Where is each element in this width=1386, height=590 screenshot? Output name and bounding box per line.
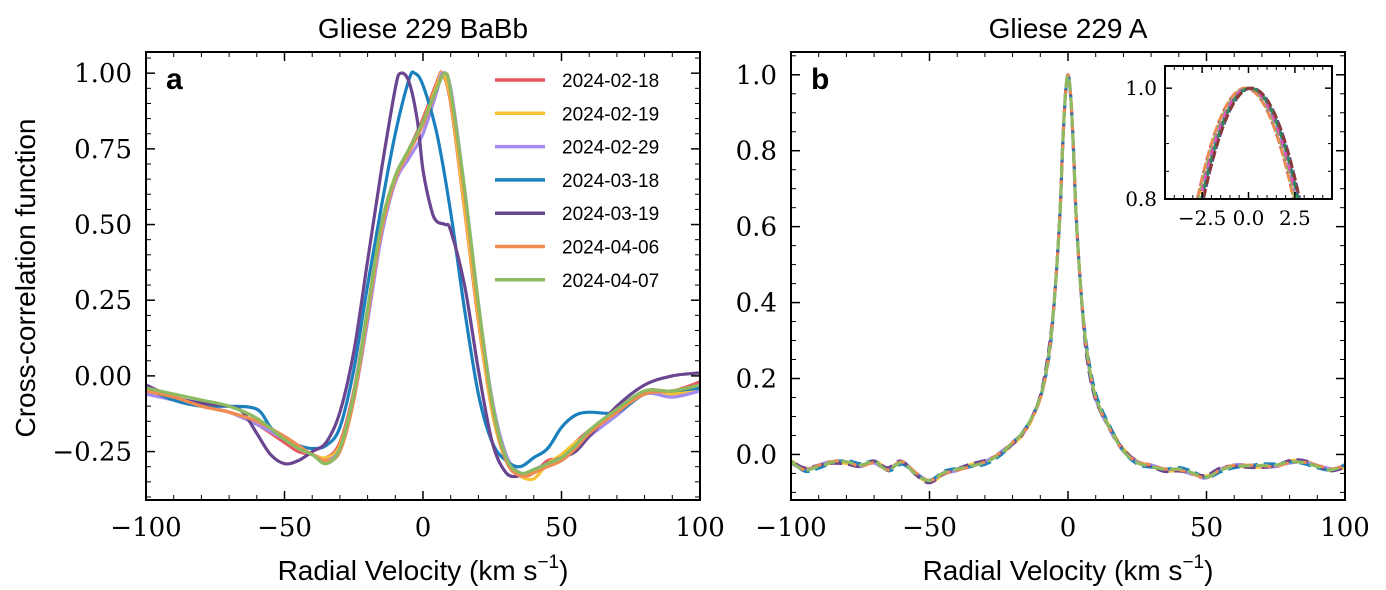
inset-lines	[1196, 86, 1301, 199]
inset-ticks: −2.5 0.0 2.5 0.8 1.0	[1125, 66, 1333, 230]
panel-b-series-line	[791, 73, 1345, 483]
panel-a-ytick-label: 0.75	[74, 135, 132, 165]
panel-a-legend: 2024-02-18 2024-02-19 2024-02-29 2024-03-18…	[495, 71, 659, 292]
panel-a-ytick-label: 1.00	[74, 59, 132, 89]
panel-a-xtick-label: 50	[545, 513, 578, 543]
panel-b-ytick-label: 0.8	[736, 137, 777, 167]
legend-label-2024-04-06: 2024-04-06	[562, 238, 659, 259]
legend-label-2024-02-29: 2024-02-29	[562, 138, 659, 159]
panel-a-xlabel: Radial Velocity (km s−1)	[278, 552, 569, 586]
legend-label-2024-02-18: 2024-02-18	[562, 71, 659, 92]
panel-a-title: Gliese 229 BaBb	[318, 13, 528, 44]
panel-a-frame	[145, 51, 701, 501]
legend-label-2024-03-18: 2024-03-18	[562, 171, 659, 192]
legend-label-2024-04-07: 2024-04-07	[562, 271, 659, 292]
panel-b-lines	[791, 73, 1345, 485]
panel-a-xlabel-close: )	[559, 555, 568, 586]
inset-series-line	[1197, 86, 1297, 199]
inset-xtick-label: 0.0	[1233, 206, 1265, 230]
panel-b-label: b	[811, 63, 829, 96]
panel-b-xlabel-sup: −1	[1182, 552, 1204, 573]
panel-a-xtick-label: −50	[257, 513, 312, 543]
panel-a-ylabel: Cross-correlation function	[10, 118, 41, 437]
panel-a-xtick-label: −100	[110, 513, 181, 543]
panel-b-xlabel-close: )	[1204, 555, 1213, 586]
panel-a-ytick-label: 0.00	[74, 362, 132, 392]
panel-b-ytick-label: 1.0	[736, 61, 777, 91]
panel-b-xtick-label: 100	[1320, 513, 1370, 543]
inset-series-line	[1201, 86, 1301, 199]
inset-ytick-label: 1.0	[1125, 76, 1157, 100]
panel-a-label: a	[166, 63, 183, 96]
panel-a-ytick-label: −0.25	[52, 438, 132, 468]
panel-a-xtick-label: 100	[675, 513, 725, 543]
panel-a-chart: Gliese 229 BaBb Cross-correlation functi…	[10, 13, 725, 586]
panel-a-ytick-label: 0.50	[74, 211, 132, 241]
inset-background	[1165, 66, 1332, 199]
panel-a-ticks: −100 −50 0 50 100 −0.25 0.00 0.25 0.50 0.75 1.00	[52, 52, 725, 543]
panel-a-xlabel-main: Radial Velocity (km s	[278, 555, 538, 586]
panel-b-inset: −2.5 0.0 2.5 0.8 1.0	[1125, 65, 1333, 230]
panel-a-xtick-label: 0	[415, 513, 432, 543]
inset-frame	[1164, 65, 1333, 200]
panel-b-ytick-label: 0.2	[736, 365, 777, 395]
inset-xtick-label: 2.5	[1279, 206, 1311, 230]
panel-b-ytick-label: 0.6	[736, 213, 777, 243]
panel-b-frame	[790, 51, 1346, 501]
panel-a-ytick-label: 0.25	[74, 286, 132, 316]
panel-a-xlabel-sup: −1	[537, 552, 559, 573]
panel-b-xtick-label: −50	[902, 513, 957, 543]
legend-label-2024-03-19: 2024-03-19	[562, 204, 659, 225]
panel-b-chart: Gliese 229 A Radial Velocity (km s−1) −1…	[736, 13, 1370, 586]
inset-ytick-label: 0.8	[1125, 187, 1157, 211]
panel-b-xlabel: Radial Velocity (km s−1)	[923, 552, 1214, 586]
panel-b-xtick-label: −100	[755, 513, 826, 543]
panel-b-title: Gliese 229 A	[989, 13, 1148, 44]
legend-label-2024-02-19: 2024-02-19	[562, 104, 659, 125]
panel-b-ytick-label: 0.4	[736, 289, 777, 319]
panel-b-xtick-label: 0	[1060, 513, 1077, 543]
inset-xtick-label: −2.5	[1178, 206, 1227, 230]
panel-b-xlabel-main: Radial Velocity (km s	[923, 555, 1183, 586]
series-line-2024-04-07	[146, 71, 700, 475]
inset-series-line	[1200, 86, 1300, 199]
panel-b-ytick-label: 0.0	[736, 440, 777, 470]
panel-b-xtick-label: 50	[1190, 513, 1223, 543]
panel-a-lines	[146, 70, 700, 482]
